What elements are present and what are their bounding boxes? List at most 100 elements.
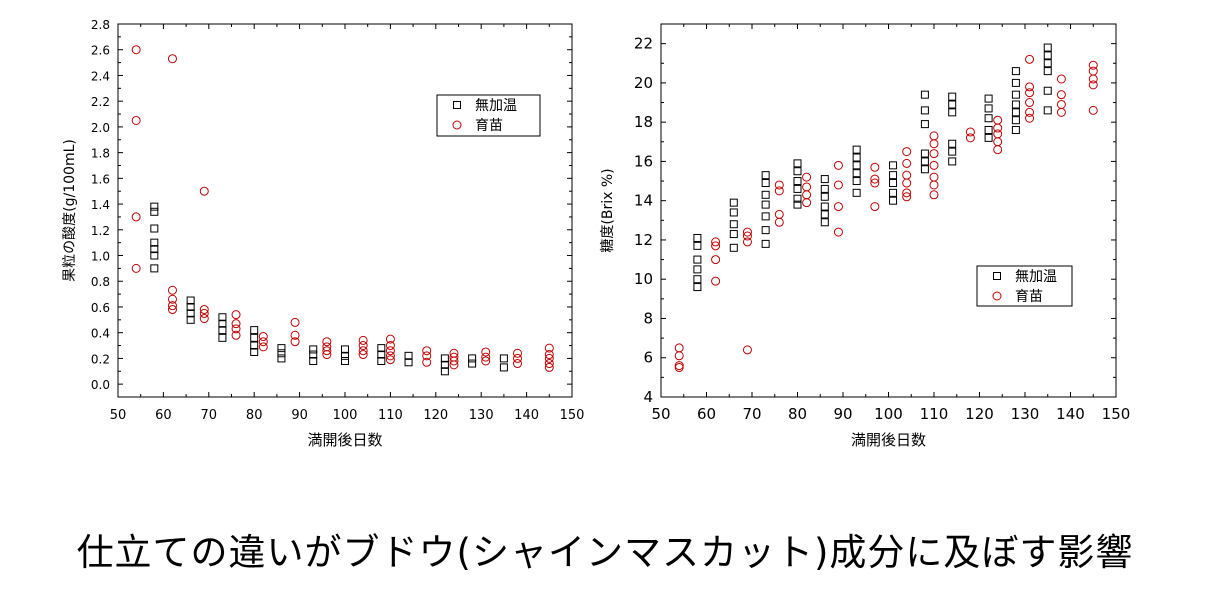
data-point-circle [358,346,368,356]
data-point-square [889,171,898,180]
data-point-circle [833,180,843,190]
legend-label: 無加温 [1015,269,1057,285]
data-point-square [150,264,159,273]
data-point-circle [199,308,209,318]
data-point-circle [231,310,241,320]
data-point-circle [1088,74,1098,84]
data-point-square [852,161,861,170]
data-point-square [693,283,702,292]
data-point-square [250,333,259,342]
data-point-square [920,149,929,158]
x-tick-label: 90 [291,408,308,423]
y-tick-label: 22 [634,35,653,53]
x-tick-label: 70 [742,405,761,423]
data-point-square [852,177,861,186]
data-point-square [984,94,993,103]
data-point-circle [802,172,812,182]
data-point-square [984,104,993,113]
y-tick-label: 2.2 [91,95,110,109]
data-point-circle [1088,66,1098,76]
data-point-square [186,309,195,318]
x-tick-label: 140 [514,408,539,423]
x-tick-label: 80 [788,405,807,423]
data-point-square [920,120,929,129]
data-point-square [341,356,349,365]
data-point-square [920,157,929,166]
data-point-circle [131,45,141,55]
data-point-circle [1025,88,1035,98]
data-point-circle [481,347,491,357]
acidity-chart: 50 60 70 80 90 100 110 120 130 140 150 0.0 0.2 0.4 0.6… [62,18,584,449]
y-tick-label: 1.4 [91,198,110,212]
data-point-circle [993,123,1003,133]
data-point-square [186,302,195,311]
data-point-square [404,358,413,367]
data-point-square [377,356,386,365]
data-point-circle [929,190,939,200]
data-point-square [729,230,738,239]
y-tick-label: 0.0 [91,378,110,392]
data-point-square [852,145,861,154]
data-point-square [309,350,318,359]
data-point-square [277,354,286,363]
data-point-square [150,224,159,233]
y-tick-label: 4 [643,388,653,406]
data-point-square [761,179,770,188]
data-point-circle [231,330,241,340]
plot-frame [660,23,1117,398]
x-tick-label: 120 [965,405,994,423]
data-point-circle [742,237,752,247]
data-point-circle [742,345,752,355]
data-point-circle [449,360,459,370]
data-point-circle [902,170,912,180]
y-tick-label: 2.4 [91,69,110,83]
y-tick-label: 20 [634,74,653,92]
data-point-circle [131,212,141,222]
data-point-circle [711,255,721,265]
y-tick-label: 1.6 [91,172,110,186]
data-point-circle [322,350,332,360]
data-point-square [852,188,861,197]
data-point-square [186,296,195,305]
y-tick-label: 12 [634,231,653,249]
data-point-square [693,275,702,284]
data-point-square [1043,43,1052,52]
data-point-square [820,184,829,193]
data-point-square [948,147,957,156]
y-tick-label: 1.2 [91,224,110,238]
data-point-square [277,349,286,358]
data-point-square [1011,67,1020,76]
x-tick-label: 150 [1102,405,1131,423]
x-tick-label: 130 [1011,405,1040,423]
data-point-circle [358,335,368,345]
x-tick-label: 110 [378,408,403,423]
data-point-circle [544,353,554,363]
x-tick-label: 70 [201,408,218,423]
data-point-square [218,326,227,335]
data-point-square [1043,86,1052,95]
data-point-circle [544,359,554,369]
x-tick-label: 50 [110,408,127,423]
data-point-square [793,184,802,193]
y-tick-label: 10 [634,270,653,288]
legend-label: 育苗 [1015,289,1043,305]
data-point-square [948,92,957,101]
data-point-circle [1025,54,1035,64]
x-tick-label: 60 [155,408,172,423]
data-point-circle [513,359,523,369]
y-tick-label: 2.6 [91,44,110,58]
data-point-square [150,202,159,211]
x-tick-label: 100 [333,408,358,423]
data-point-square [1011,108,1020,117]
data-point-square [729,208,738,217]
data-point-circle [902,147,912,157]
data-point-square [404,351,413,360]
data-point-circle [131,263,141,273]
data-point-circle [902,178,912,188]
data-point-circle [544,362,554,372]
y-tick-label: 0.4 [91,327,110,341]
data-point-square [761,212,770,221]
data-point-circle [929,180,939,190]
data-point-circle [258,332,268,342]
data-point-circle [674,343,684,353]
